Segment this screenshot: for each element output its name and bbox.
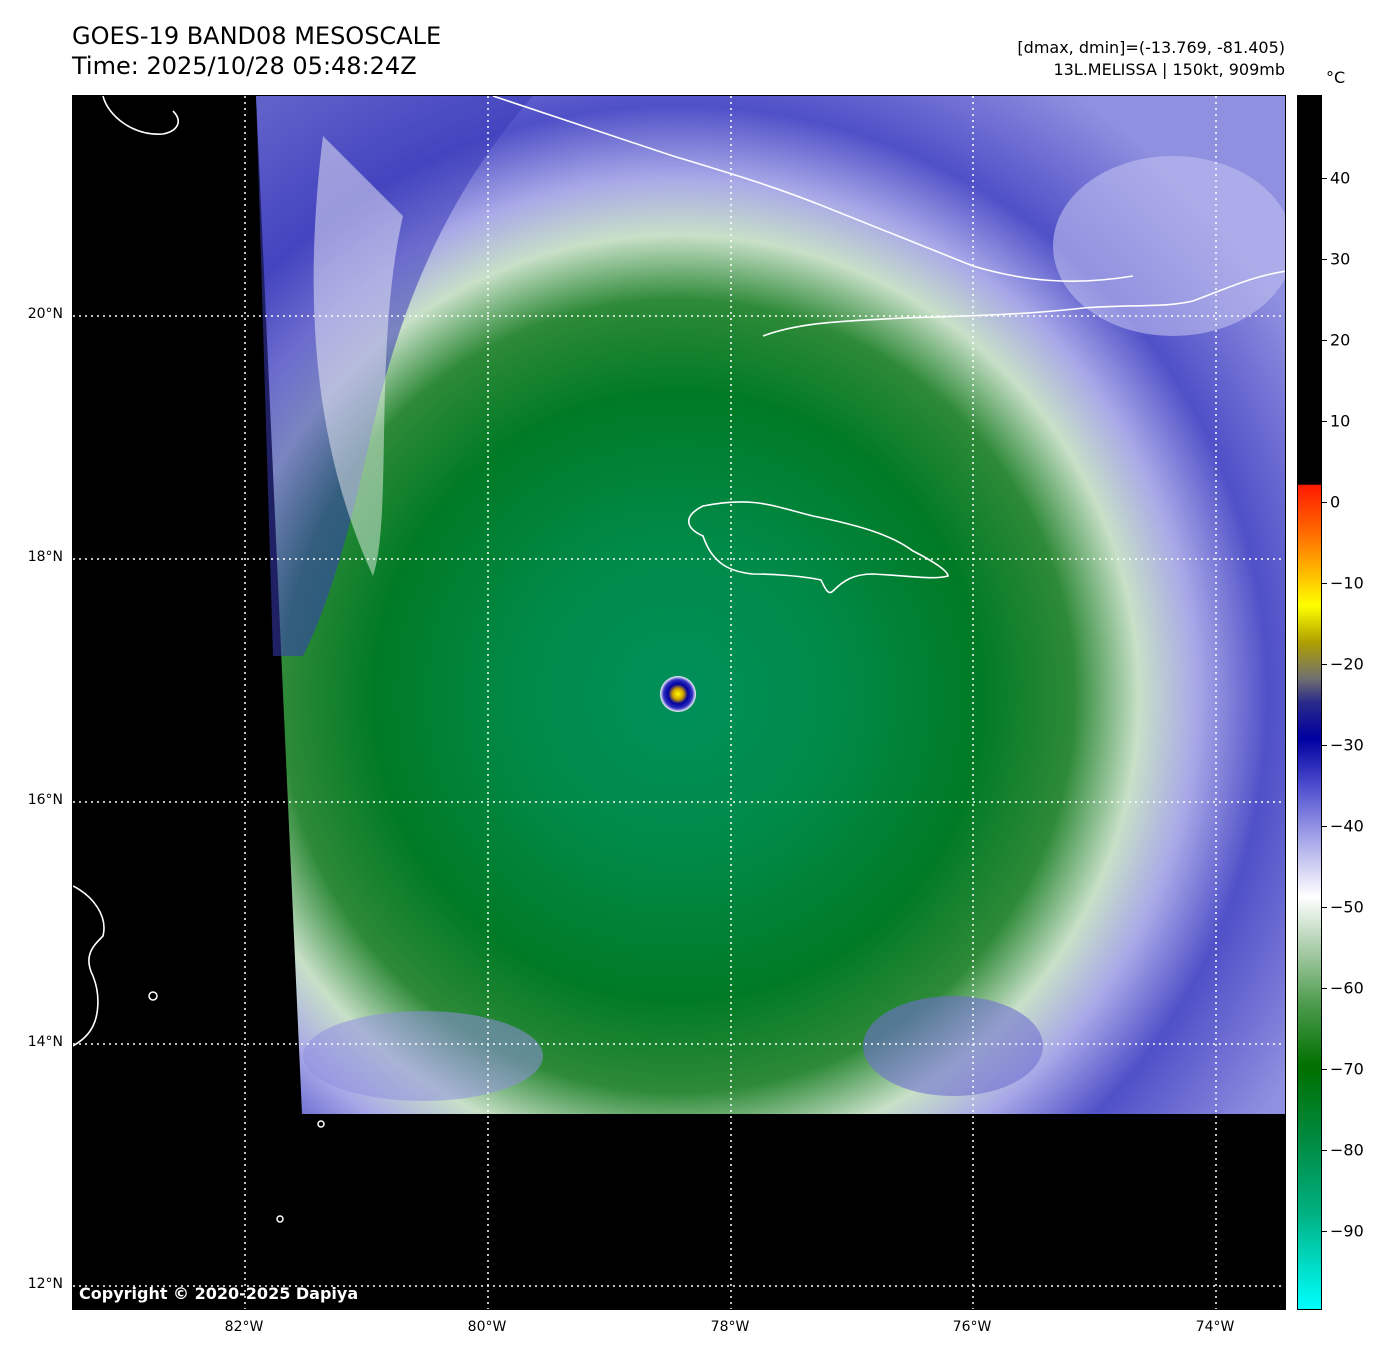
dry-band-west [256, 96, 533, 656]
colorbar-tick-label: −90 [1330, 1221, 1364, 1241]
lon-label-82w: 82°W [224, 1319, 264, 1335]
storm-info: 13L.MELISSA | 150kt, 909mb [1053, 60, 1285, 79]
lat-label-16n: 16°N [27, 792, 63, 808]
lat-label-14n: 14°N [27, 1034, 63, 1050]
colorbar-tick [1322, 421, 1327, 422]
colorbar-tick [1322, 988, 1327, 989]
southwest-dry-patch [303, 1011, 543, 1101]
colorbar-tick-label: −50 [1330, 897, 1364, 917]
colorbar-tick [1322, 340, 1327, 341]
map-imagery [73, 96, 1285, 1309]
colorbar [1297, 95, 1322, 1310]
copyright-notice: Copyright © 2020-2025 Dapiya [79, 1284, 359, 1303]
colorbar-tick-label: 10 [1330, 411, 1351, 431]
cuba-north-coastline [492, 96, 1134, 282]
island-dot [317, 1120, 325, 1128]
jamaica-coastline [687, 501, 949, 594]
colorbar-tick [1322, 745, 1327, 746]
colorbar-tick [1322, 502, 1327, 503]
colorbar-tick [1322, 583, 1327, 584]
colorbar-tick-label: 0 [1330, 492, 1341, 512]
colorbar-tick [1322, 826, 1327, 827]
lon-label-78w: 78°W [710, 1319, 750, 1335]
colorbar-tick-label: −20 [1330, 654, 1364, 674]
lon-label-76w: 76°W [952, 1319, 992, 1335]
lat-label-20n: 20°N [27, 306, 63, 322]
colorbar-tick [1322, 1231, 1327, 1232]
white-band [313, 136, 403, 576]
colorbar-tick-label: −10 [1330, 573, 1364, 593]
colorbar-tick-label: 20 [1330, 330, 1351, 350]
lon-label-80w: 80°W [467, 1319, 507, 1335]
colorbar-tick-label: −80 [1330, 1140, 1364, 1160]
cuba-coastline [762, 270, 1285, 337]
colorbar-tick [1322, 664, 1327, 665]
colorbar-unit: °C [1326, 68, 1346, 87]
south-dry-patch [863, 996, 1043, 1096]
lat-label-12n: 12°N [27, 1276, 63, 1292]
colorbar-tick [1322, 1150, 1327, 1151]
colorbar-tick [1322, 178, 1327, 179]
central-america-coastline [73, 885, 105, 1047]
dmax-dmin-readout: [dmax, dmin]=(-13.769, -81.405) [1017, 38, 1285, 57]
colorbar-tick [1322, 259, 1327, 260]
imagery-swath [256, 96, 1285, 1114]
colorbar-tick-label: −30 [1330, 735, 1364, 755]
product-title: GOES-19 BAND08 MESOSCALE [72, 22, 442, 50]
island-dot [276, 1215, 284, 1223]
colorbar-tick-label: 40 [1330, 168, 1351, 188]
time-stamp: Time: 2025/10/28 05:48:24Z [72, 52, 417, 80]
colorbar-tick-label: −60 [1330, 978, 1364, 998]
colorbar-tick-label: −40 [1330, 816, 1364, 836]
colorbar-tick [1322, 907, 1327, 908]
lat-label-18n: 18°N [27, 549, 63, 565]
colorbar-tick-label: 30 [1330, 249, 1351, 269]
island-dot [148, 991, 158, 1001]
colorbar-tick-label: −70 [1330, 1059, 1364, 1079]
northeast-cloud [1053, 156, 1285, 336]
lon-label-74w: 74°W [1195, 1319, 1235, 1335]
hurricane-eye [660, 676, 696, 712]
colorbar-tick [1322, 1069, 1327, 1070]
satellite-map: Copyright © 2020-2025 Dapiya [72, 95, 1286, 1310]
yucatan-coastline [102, 96, 179, 135]
